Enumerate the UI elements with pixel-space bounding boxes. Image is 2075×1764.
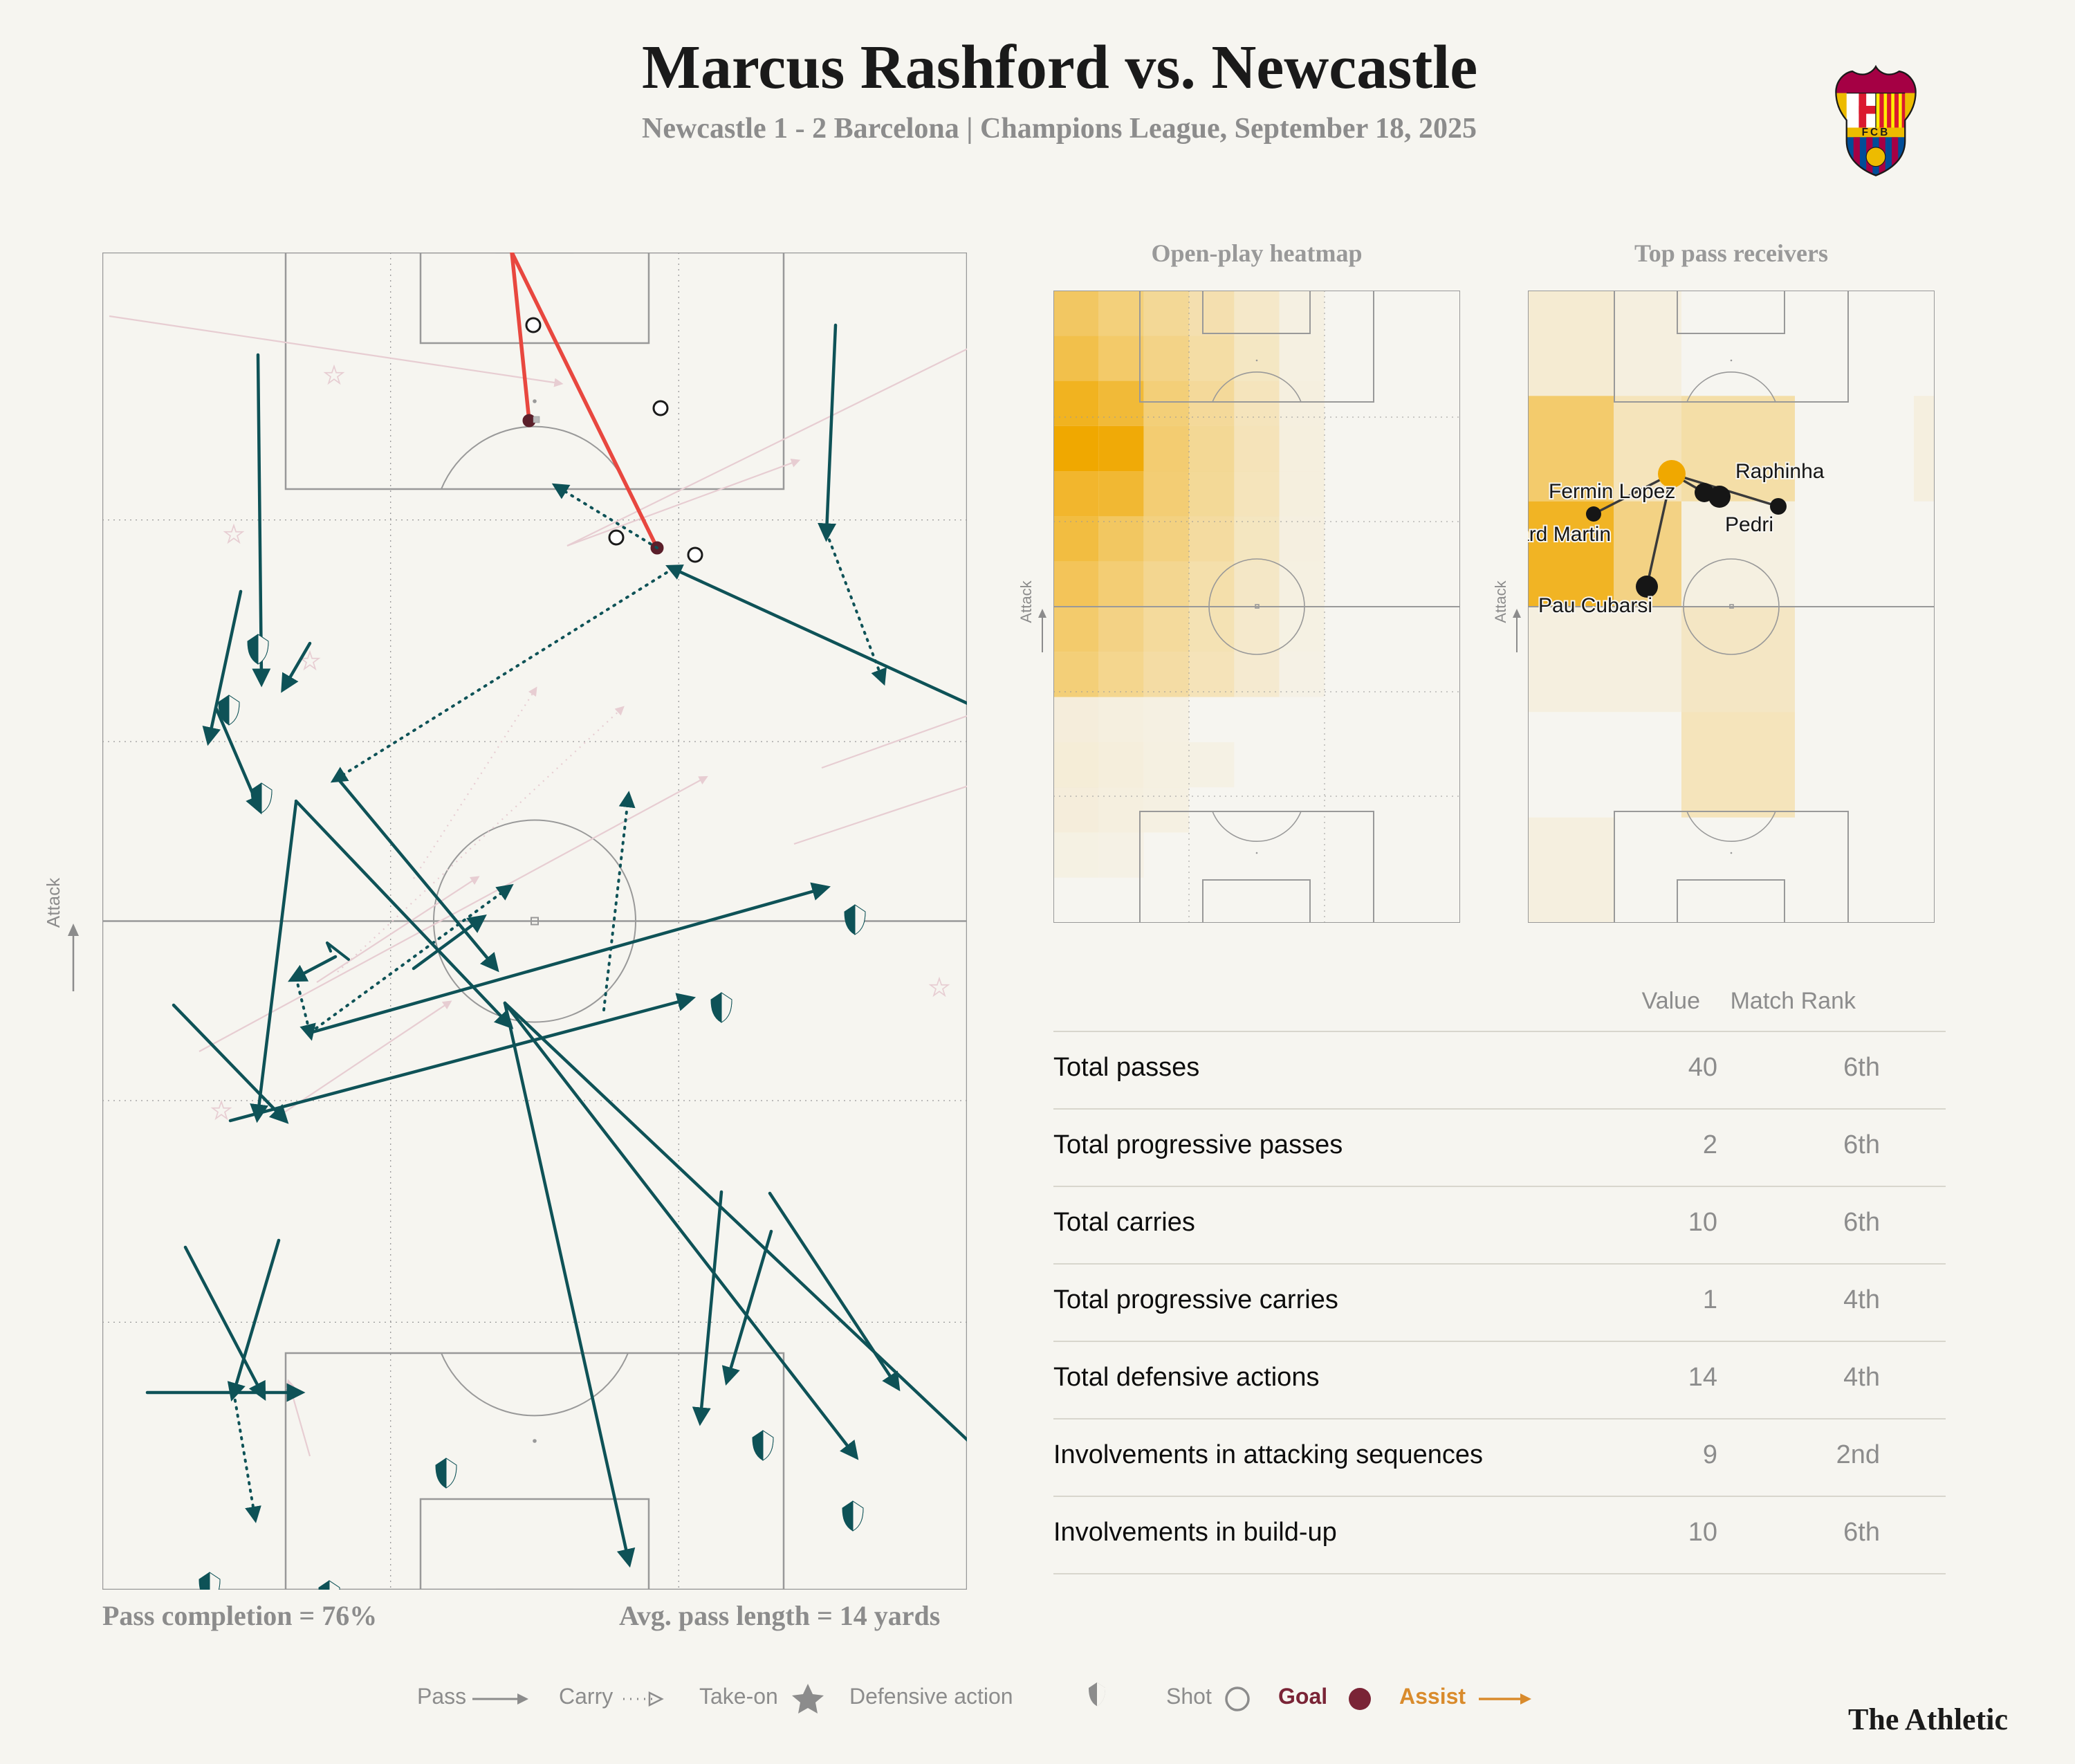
svg-text:Gerard Martin: Gerard Martin xyxy=(1528,523,1611,546)
svg-text:Attack: Attack xyxy=(1492,580,1509,623)
svg-text:Assist: Assist xyxy=(1399,1684,1466,1709)
svg-text:Raphinha: Raphinha xyxy=(1735,460,1825,483)
svg-text:Defensive action: Defensive action xyxy=(849,1684,1013,1709)
svg-text:Attack: Attack xyxy=(43,877,64,928)
svg-text:Pedri: Pedri xyxy=(1725,513,1773,536)
svg-text:Goal: Goal xyxy=(1278,1684,1327,1709)
svg-text:Attack: Attack xyxy=(1017,580,1035,623)
svg-text:Shot: Shot xyxy=(1166,1684,1212,1709)
svg-text:Pass: Pass xyxy=(417,1684,466,1709)
svg-text:Pau Cubarsi: Pau Cubarsi xyxy=(1538,594,1652,617)
svg-text:Carry: Carry xyxy=(559,1684,613,1709)
svg-text:Fermin Lopez: Fermin Lopez xyxy=(1549,480,1675,503)
svg-text:FCB: FCB xyxy=(1862,127,1890,138)
svg-text:Take-on: Take-on xyxy=(699,1684,778,1709)
